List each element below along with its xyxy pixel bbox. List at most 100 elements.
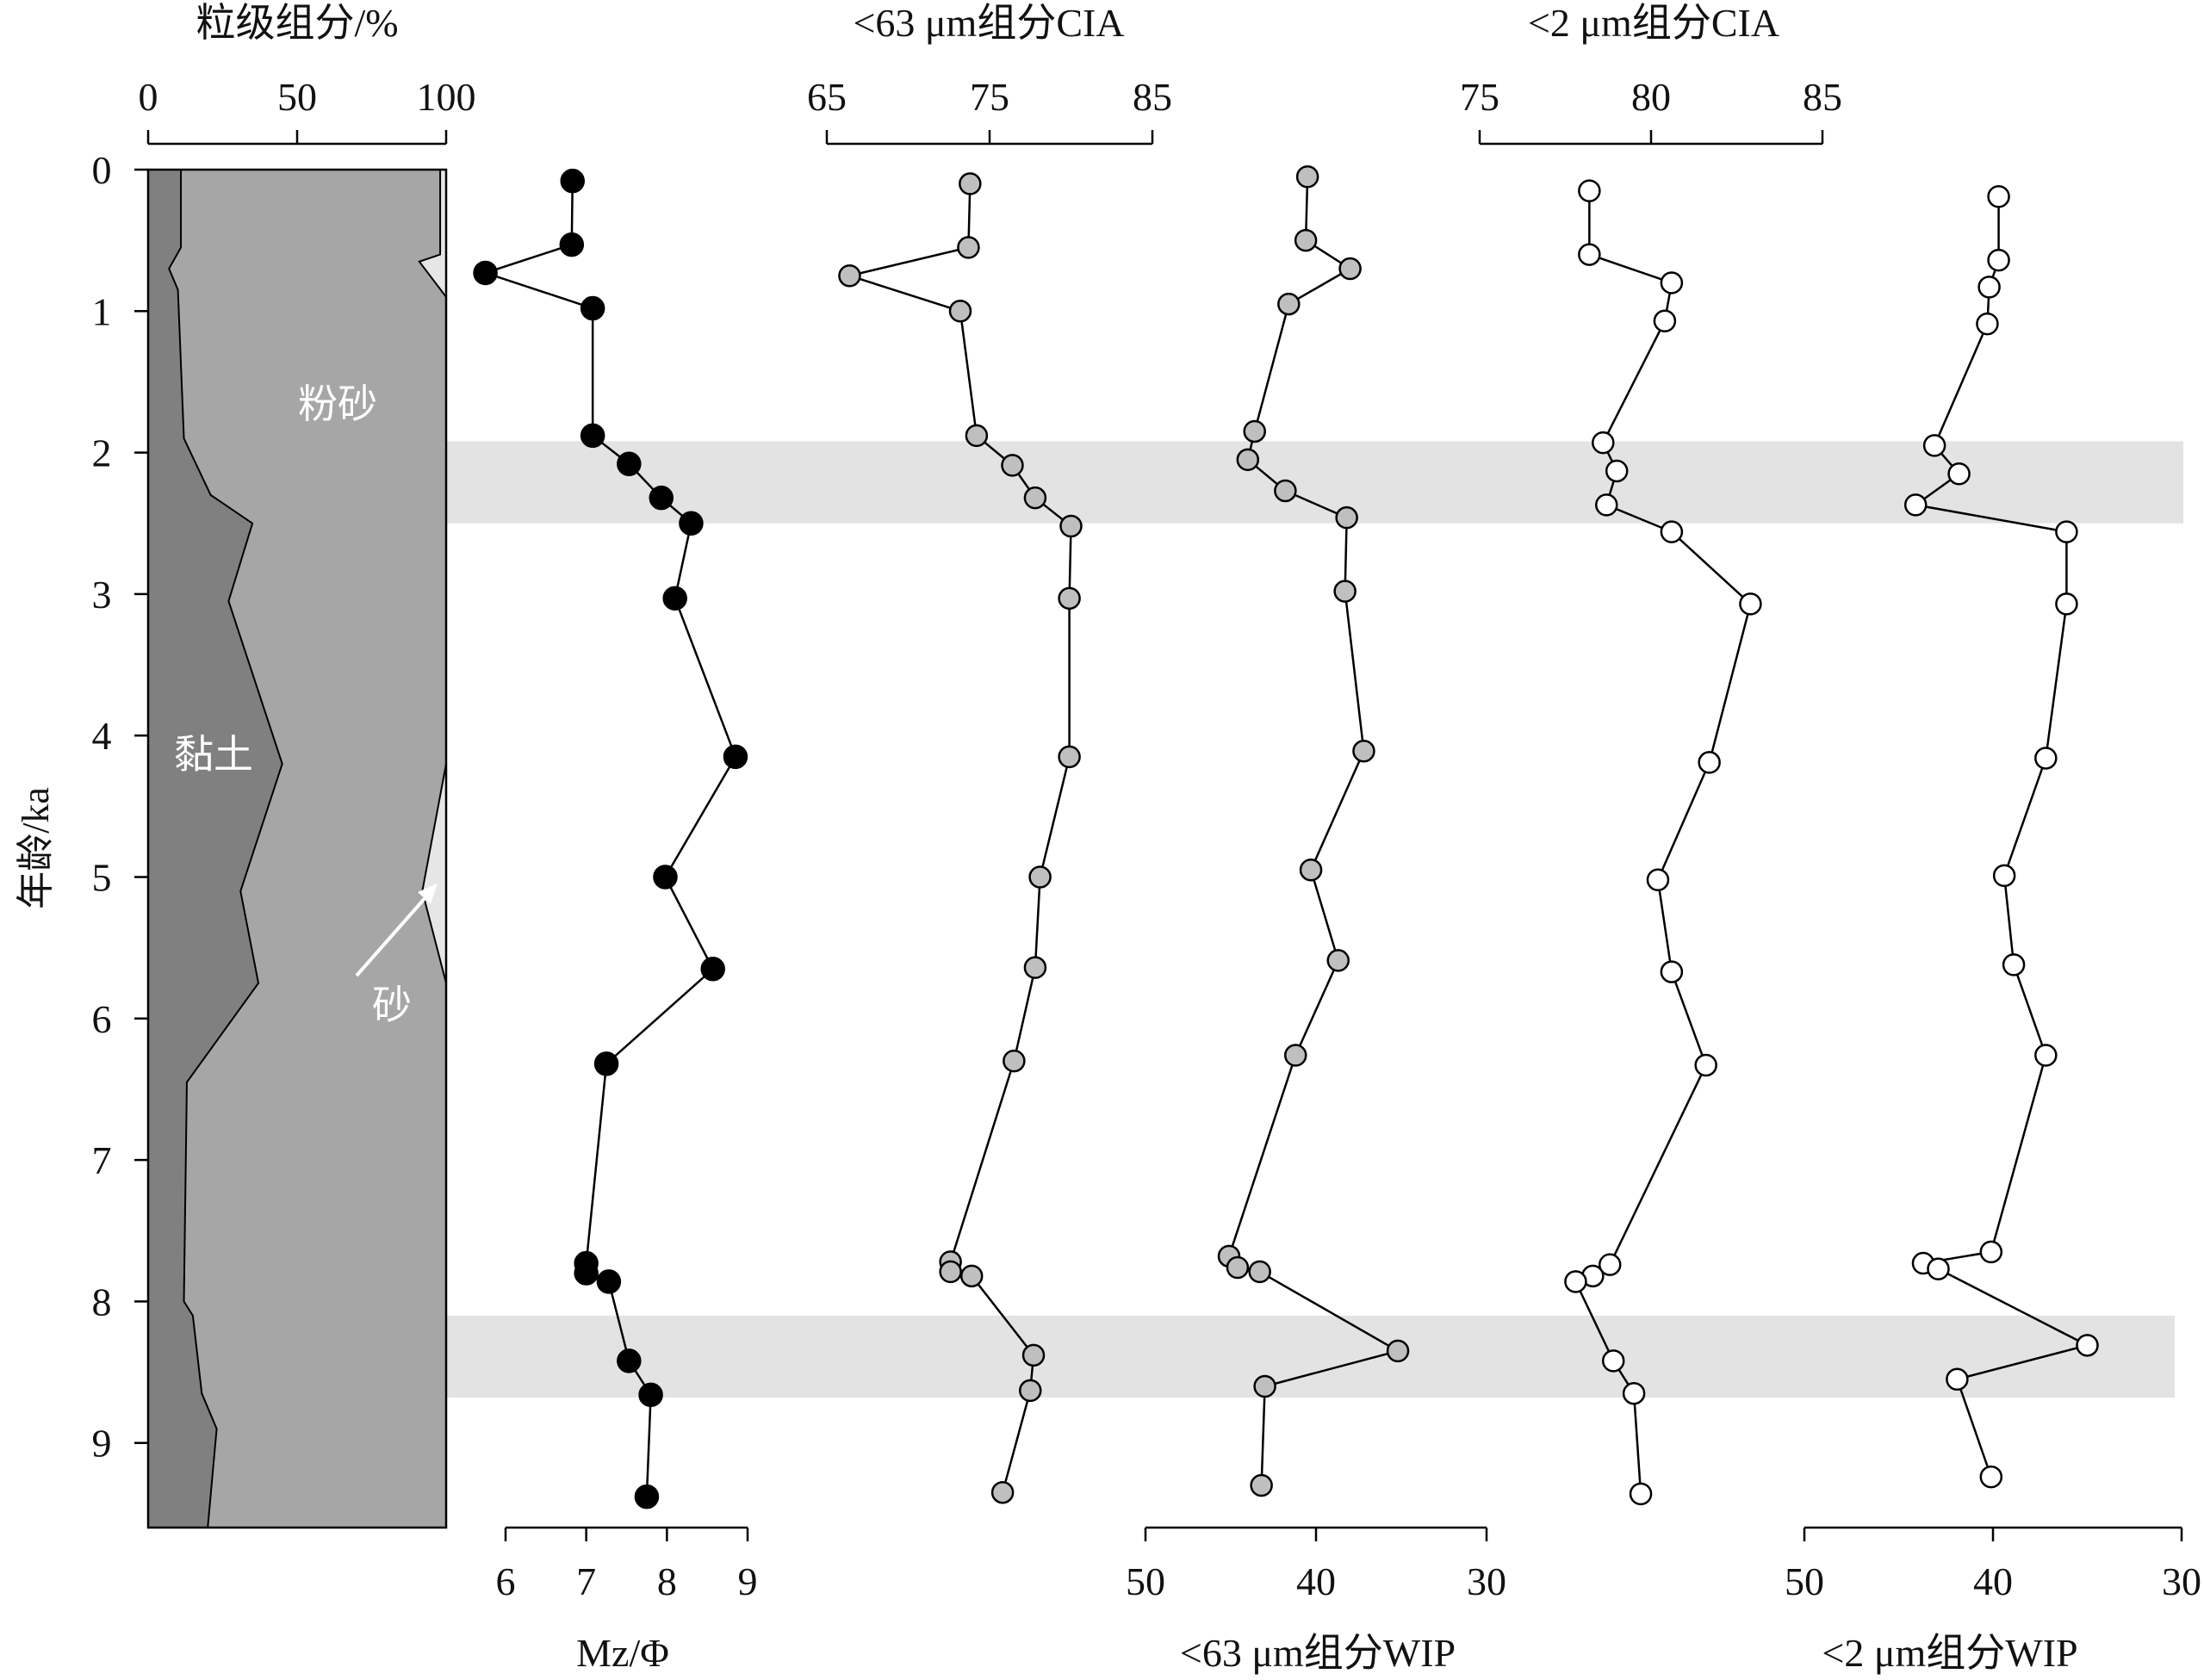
mz-point [473,260,498,286]
highlight-band [446,1315,2175,1398]
y-tick-label: 2 [92,431,112,475]
mz-point [574,1261,599,1286]
cia2-title: <2 μm组分CIA [1528,1,1779,45]
mz-point [617,451,642,476]
grain-size-panel: 粒级组分/% 黏土 粉砂 砂 年龄/ka [15,1,448,1529]
cia2-tick-label: 75 [1460,75,1499,119]
wip63-point [1236,448,1260,472]
mz-point [638,1382,663,1408]
cia2-point [1578,179,1601,202]
wip63-point [1295,164,1319,189]
mz-point [593,1051,619,1076]
wip2-tick-label: 50 [1785,1559,1824,1603]
cia63-point [959,172,982,195]
cia2-point [1629,1482,1653,1506]
cia63-point [1001,454,1024,477]
wip2-point [2034,1044,2058,1067]
y-tick-label: 9 [92,1422,112,1466]
wip63-tick-label: 30 [1467,1559,1506,1603]
wip2-point [1979,1240,2003,1264]
cia63-tick-label: 75 [970,75,1009,119]
wip2-point [1947,462,1971,486]
cia63-point [1023,956,1047,979]
cia63-point [1021,1343,1046,1367]
cia2-point [1595,493,1618,517]
cia2-point [1598,1253,1622,1276]
mz-point [700,957,725,982]
mz-axis-label: Mz/Φ [576,1631,669,1675]
wip63-point [1250,1473,1273,1497]
mz-point [560,168,585,194]
cia63-point [957,236,980,259]
mz-series-line [481,181,737,1497]
y-tick-label: 0 [92,148,112,192]
y-tick-label: 1 [92,289,112,333]
wip63-point [1333,580,1357,603]
mz-tick-label: 6 [496,1559,516,1603]
grain-title: 粒级组分/% [196,1,398,45]
wip2-point [1903,493,1928,517]
wip2-point [1922,434,1946,457]
wip2-point [1977,276,2001,299]
clay-area [147,169,283,1528]
wip63-point [1253,1374,1276,1398]
wip63-point [1299,859,1323,882]
wip63-series-line [1227,177,1401,1486]
y-tick-label: 8 [92,1280,112,1324]
wip2-point [2034,747,2058,770]
cia2-point [1653,309,1677,333]
cia2-point [1660,520,1684,543]
sand-arrow [355,883,438,977]
cia63-title: <63 μm组分CIA [853,1,1124,45]
cia63-point [948,300,972,323]
wip2-tick-label: 30 [2162,1559,2201,1603]
cia63-point [965,424,989,448]
wip2-point [1927,1257,1950,1280]
wip2-tick-label: 40 [1973,1559,2013,1603]
mz-point [617,1348,642,1373]
cia2-point [1622,1381,1646,1405]
cia2-tick-label: 85 [1803,75,1842,119]
wip63-point [1248,1260,1271,1284]
wip2-point [1992,864,2016,888]
y-tick-label: 6 [92,997,112,1041]
mz-point [679,511,704,536]
wip2-point [2076,1334,2099,1357]
mz-tick-label: 9 [738,1559,758,1603]
mz-point [559,232,585,257]
wip2-point [1987,184,2010,208]
cia2-tick-label: 80 [1631,75,1671,119]
cia63-point [1019,1379,1042,1403]
highlight-bands [446,441,2183,1398]
cia63-point [1023,486,1047,510]
y-tick-label: 4 [92,714,112,758]
wip2-point [1976,312,1999,336]
wip63-point [1226,1255,1250,1280]
cia63-point [959,1264,984,1288]
clay-region-label: 黏土 [174,733,253,777]
mz-point [596,1269,622,1294]
highlight-band [446,441,2183,524]
wip2-point [1946,1367,1969,1392]
axes-layer: 0 1 2 3 4 5 6 7 8 9 0 50 100 6 7 8 9 65 75 85 50 40 30 75 80 85 50… [92,75,2202,1603]
wip63-point [1352,740,1375,763]
wip2-point [2055,520,2078,543]
cia63-tick-label: 85 [1133,75,1172,119]
cia2-point [1564,1270,1587,1293]
wip2-series-line [1913,196,2090,1478]
cia63-point [939,1260,962,1284]
cia63-series-line [845,183,1072,1493]
cia2-point [1694,1053,1717,1077]
wip2-point [2002,953,2026,976]
grain-tick-label: 100 [417,75,476,119]
cia63-point [1003,1049,1026,1073]
cia63-point [1059,514,1083,538]
cia2-point [1646,868,1670,892]
mz-tick-label: 8 [657,1559,677,1603]
y-tick-label: 5 [92,856,112,900]
wip2-axis-label: <2 μm组分WIP [1822,1631,2077,1675]
sand-region-label: 砂 [372,983,412,1027]
cia2-point [1592,431,1615,455]
